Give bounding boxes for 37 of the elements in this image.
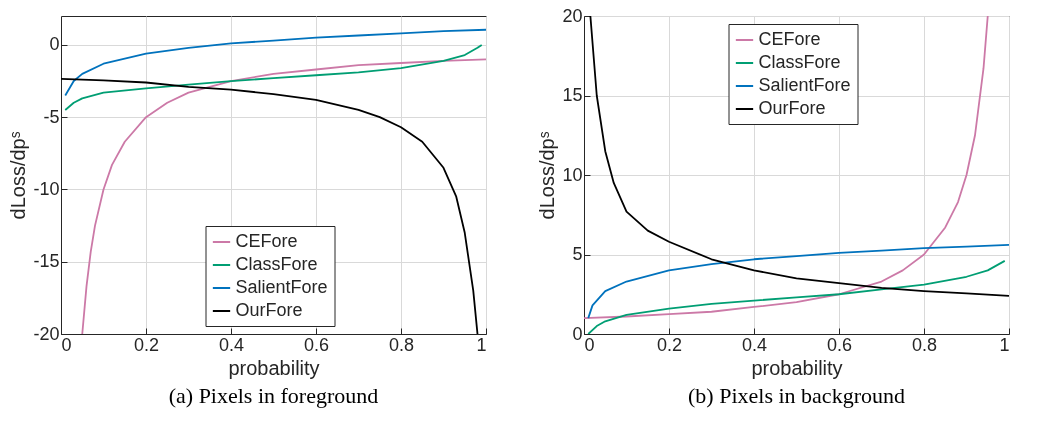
- x-tick-label: 0.2: [133, 334, 160, 355]
- y-tick-label: -15: [33, 251, 60, 272]
- legend-label: OurFore: [758, 98, 826, 118]
- y-axis-title: dLoss/dpˢ: [7, 131, 30, 220]
- x-tick-label: 0.4: [218, 334, 245, 355]
- x-tick-label: 0.8: [388, 334, 415, 355]
- legend-label: ClassFore: [235, 254, 318, 274]
- y-tick-label: 0: [49, 34, 60, 55]
- legend-label: CEFore: [235, 231, 298, 251]
- y-tick-label: -10: [33, 178, 60, 199]
- y-tick-label: 20: [562, 5, 583, 26]
- y-tick-label: 5: [572, 244, 583, 264]
- x-tick-label: 0.6: [826, 334, 853, 355]
- legend-label: SalientFore: [758, 75, 851, 95]
- line-series: [64, 44, 483, 111]
- y-tick-label: 10: [562, 164, 583, 185]
- x-axis-title: probability: [228, 356, 320, 379]
- line-series: [587, 259, 1006, 334]
- legend-label: SalientFore: [235, 277, 328, 297]
- x-tick-label: 1: [476, 334, 487, 355]
- y-tick-label: 15: [562, 85, 583, 105]
- x-tick-label: 0.6: [303, 334, 330, 355]
- x-tick-label: 1: [999, 334, 1010, 355]
- legend-label: ClassFore: [758, 52, 841, 72]
- line-series: [587, 244, 1009, 319]
- legend-label: OurFore: [235, 300, 303, 320]
- text: (b) Pixels in background: [688, 383, 905, 408]
- x-axis-title: probability: [751, 356, 843, 379]
- y-axis-title: dLoss/dpˢ: [536, 131, 559, 220]
- line-series: [64, 28, 486, 97]
- y-tick-label: -5: [43, 106, 60, 127]
- y-tick-label: -20: [33, 323, 60, 344]
- x-tick-label: 0.2: [656, 334, 683, 355]
- text: (a) Pixels in foreground: [168, 383, 379, 408]
- legend-label: CEFore: [758, 29, 821, 49]
- x-tick-label: 0.4: [741, 334, 768, 355]
- x-tick-label: 0.8: [911, 334, 938, 355]
